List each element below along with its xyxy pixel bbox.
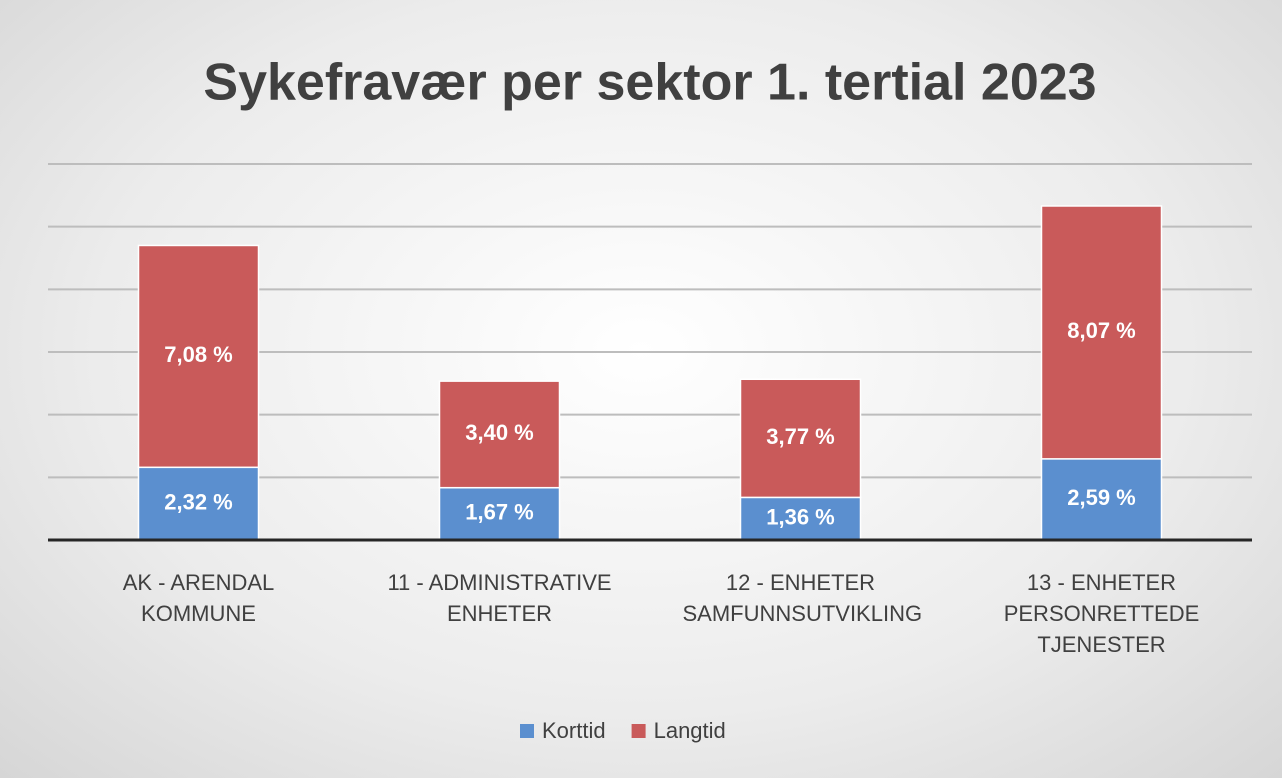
bar-segment (739, 378, 862, 499)
chart-title: Sykefravær per sektor 1. tertial 2023 (203, 54, 1096, 112)
data-label: 1,36 % (766, 505, 835, 530)
legend-swatch (631, 724, 646, 738)
x-tick-label: 12 - ENHETER SAMFUNNSUTVIKLING (682, 570, 923, 626)
bar-segment (438, 380, 561, 489)
data-label: 8,07 % (1067, 318, 1136, 343)
legend-label: Langtid (654, 718, 726, 743)
bar-segment (739, 496, 862, 541)
bar-segment (1040, 205, 1163, 460)
bar-segment (137, 244, 260, 469)
data-label: 2,59 % (1067, 485, 1136, 510)
data-label: 3,40 % (465, 420, 534, 445)
data-label: 2,32 % (164, 489, 233, 514)
x-tick-label: 11 - ADMINISTRATIVE ENHETER (387, 570, 612, 626)
x-tick-label: AK - ARENDAL KOMMUNE (122, 570, 275, 626)
x-tick-label: 13 - ENHETER PERSONRETTEDE TJENESTER (1003, 570, 1200, 657)
data-label: 1,67 % (465, 500, 534, 525)
data-label: 7,08 % (164, 342, 233, 367)
bar-segment (438, 486, 561, 541)
legend-label: Korttid (542, 718, 606, 743)
data-label: 3,77 % (766, 424, 835, 449)
legend-swatch (520, 724, 534, 738)
bar-segment (1040, 458, 1163, 541)
